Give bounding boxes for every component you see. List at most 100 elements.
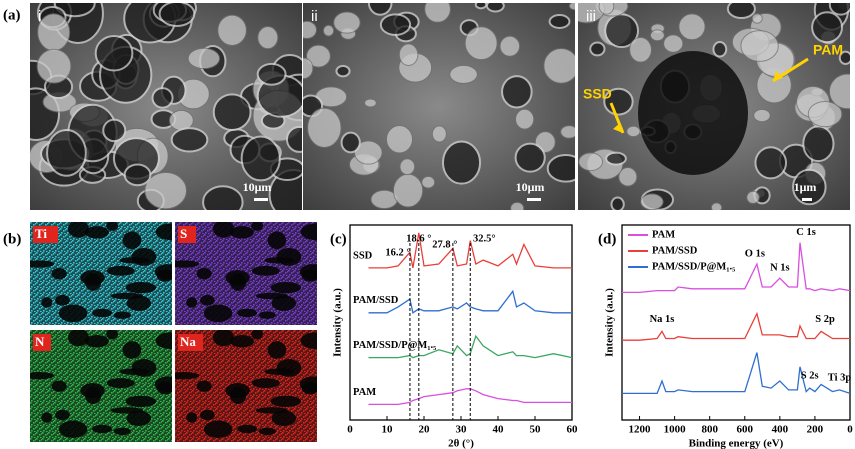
sem-feature [421, 175, 436, 189]
eds-void [267, 231, 287, 250]
eds-void [229, 226, 254, 239]
sem-feature [548, 14, 571, 29]
eds-void [92, 424, 112, 434]
sem-feature [123, 163, 152, 187]
x-tick-label: 400 [772, 424, 789, 436]
sem-feature [364, 98, 377, 108]
eds-void [200, 294, 215, 306]
eds-void [299, 376, 317, 392]
sem-feature [322, 24, 335, 37]
sem-feature [546, 154, 575, 183]
eds-void [300, 332, 317, 350]
sem-feature [379, 13, 412, 37]
eds-void [92, 308, 112, 318]
eds-void [264, 256, 295, 264]
x-tick-label: 0 [847, 424, 853, 436]
eds-void [271, 410, 297, 426]
eds-void [55, 409, 70, 421]
scale-bar [527, 198, 541, 201]
sem-feature [285, 125, 302, 153]
sem-feature [802, 125, 835, 163]
sem-feature [398, 43, 419, 66]
sem-feature [589, 41, 606, 57]
eds-label-box [178, 226, 196, 243]
sem-feature [501, 75, 533, 109]
panel-label: (d) [598, 231, 616, 247]
sem-feature [340, 131, 361, 154]
eds-void [126, 410, 152, 426]
sem-feature [212, 93, 252, 131]
arrow-head [613, 123, 623, 133]
eds-void [41, 412, 53, 423]
sem-texture [303, 3, 575, 210]
peak-label: N 1s [770, 263, 790, 274]
sem-feature [598, 3, 615, 15]
sem-feature [618, 167, 638, 187]
eds-void [186, 297, 198, 308]
sem-feature [485, 3, 505, 13]
eds-void [258, 427, 276, 436]
eds-voids [175, 330, 317, 438]
sem-feature [629, 36, 653, 63]
scale-bar [254, 198, 268, 201]
scale-bar-label: 10μm [516, 180, 545, 194]
peak-label: Na 1s [650, 314, 675, 325]
sem-feature [36, 48, 72, 84]
series-line [622, 242, 851, 294]
x-tick-label: 1000 [664, 424, 687, 436]
peak-label: S 2s [801, 370, 819, 381]
panel-label: (b) [3, 231, 21, 247]
eds-void [300, 223, 317, 241]
panel-label: (c) [330, 231, 347, 247]
eds-label: N [35, 334, 45, 349]
sem-feature [626, 125, 641, 138]
sem-feature [792, 168, 827, 206]
eds-void [41, 297, 53, 308]
eds-void [200, 409, 215, 421]
eds-voids [30, 222, 172, 322]
x-tick-label: 200 [807, 424, 824, 436]
sem-feature [441, 140, 482, 185]
legend-label: PAM [652, 229, 675, 240]
sem-feature [543, 47, 575, 84]
eds-map: Ti [30, 222, 172, 325]
eds-void [255, 292, 289, 300]
eds-void [106, 222, 119, 231]
scale-bar-label: 10μm [243, 180, 272, 194]
sem-feature [515, 108, 535, 130]
sem-texture [578, 3, 850, 210]
sem-feature [510, 201, 525, 210]
x-tick-label: 60 [567, 424, 579, 436]
sem-feature [649, 29, 665, 42]
eds-void [229, 335, 254, 348]
eds-void [155, 332, 172, 350]
eds-void [258, 311, 276, 319]
sem-feature [424, 3, 451, 23]
eds-void [110, 407, 144, 414]
eds-void [119, 256, 150, 264]
image-annotation: PAM [813, 42, 843, 58]
sem-texture [30, 3, 302, 210]
sem-feature [333, 11, 361, 34]
sem-feature [240, 135, 281, 182]
sem-feature [740, 30, 779, 62]
x-tick-label: 10 [382, 424, 394, 436]
scale-bar [802, 198, 812, 201]
reference-label: 27.8 ° [432, 239, 457, 250]
chart: 0 10 20 30 40 50 60 2θ (°) Intensity (a.u.) 16.2 … [332, 224, 579, 449]
panel-label: (a) [3, 7, 21, 23]
sem-feature [568, 3, 575, 11]
sem-feature [603, 87, 634, 116]
series-label: PAM/SSD [353, 295, 399, 306]
sem-image: iii 1μm PAM SSD [578, 3, 850, 210]
sem-feature [217, 14, 247, 46]
eds-void [175, 372, 200, 380]
scale-bar-label: 1μm [794, 180, 817, 194]
sem-feature [753, 108, 771, 123]
series-line [622, 352, 851, 395]
sem-feature [560, 125, 575, 139]
sem-feature [678, 13, 706, 41]
image-label: ii [311, 8, 318, 25]
sem-image: i 10μm [30, 3, 302, 210]
